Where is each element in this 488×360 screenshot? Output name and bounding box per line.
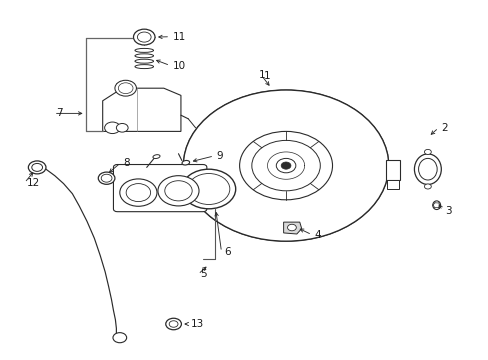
Ellipse shape <box>414 154 441 184</box>
Text: 1: 1 <box>259 70 265 80</box>
Circle shape <box>115 80 136 96</box>
Text: 12: 12 <box>27 178 40 188</box>
Circle shape <box>28 161 46 174</box>
Text: 11: 11 <box>172 32 185 42</box>
Circle shape <box>281 162 290 169</box>
Ellipse shape <box>418 158 436 180</box>
Ellipse shape <box>153 155 160 158</box>
Circle shape <box>388 162 396 168</box>
Circle shape <box>101 174 112 182</box>
Circle shape <box>116 123 128 132</box>
Circle shape <box>120 179 157 206</box>
Circle shape <box>169 321 178 327</box>
Polygon shape <box>283 222 301 234</box>
Text: 6: 6 <box>224 247 230 257</box>
Ellipse shape <box>135 65 153 69</box>
Text: 5: 5 <box>200 269 207 279</box>
Circle shape <box>287 224 296 231</box>
Circle shape <box>197 100 374 231</box>
Text: 2: 2 <box>440 123 447 133</box>
Circle shape <box>183 90 388 241</box>
Circle shape <box>165 318 181 330</box>
Circle shape <box>424 149 430 154</box>
Circle shape <box>187 174 229 204</box>
Ellipse shape <box>135 59 153 63</box>
Circle shape <box>126 184 150 202</box>
Text: 8: 8 <box>123 158 130 168</box>
Circle shape <box>133 29 155 45</box>
Circle shape <box>164 181 192 201</box>
Circle shape <box>201 103 370 228</box>
Circle shape <box>239 131 332 200</box>
Circle shape <box>183 90 388 241</box>
Ellipse shape <box>182 161 189 165</box>
Circle shape <box>32 163 42 171</box>
Circle shape <box>276 158 295 173</box>
Circle shape <box>158 176 199 206</box>
Circle shape <box>104 122 120 134</box>
Ellipse shape <box>432 201 440 210</box>
FancyBboxPatch shape <box>386 160 399 180</box>
Text: 13: 13 <box>191 319 204 329</box>
Circle shape <box>188 94 383 238</box>
Circle shape <box>193 97 378 234</box>
Text: 7: 7 <box>56 108 63 118</box>
Circle shape <box>98 172 115 184</box>
Polygon shape <box>102 88 181 131</box>
Ellipse shape <box>135 48 153 52</box>
Circle shape <box>251 140 320 191</box>
FancyBboxPatch shape <box>113 165 206 212</box>
Ellipse shape <box>135 54 153 58</box>
Text: 3: 3 <box>444 206 451 216</box>
Circle shape <box>424 184 430 189</box>
FancyBboxPatch shape <box>386 180 398 189</box>
Circle shape <box>137 32 151 42</box>
Text: 1: 1 <box>264 71 270 81</box>
Circle shape <box>113 333 126 343</box>
Circle shape <box>118 83 133 94</box>
Text: 4: 4 <box>314 230 321 240</box>
Text: 9: 9 <box>216 151 223 161</box>
Circle shape <box>182 169 235 209</box>
Text: 10: 10 <box>172 60 185 71</box>
